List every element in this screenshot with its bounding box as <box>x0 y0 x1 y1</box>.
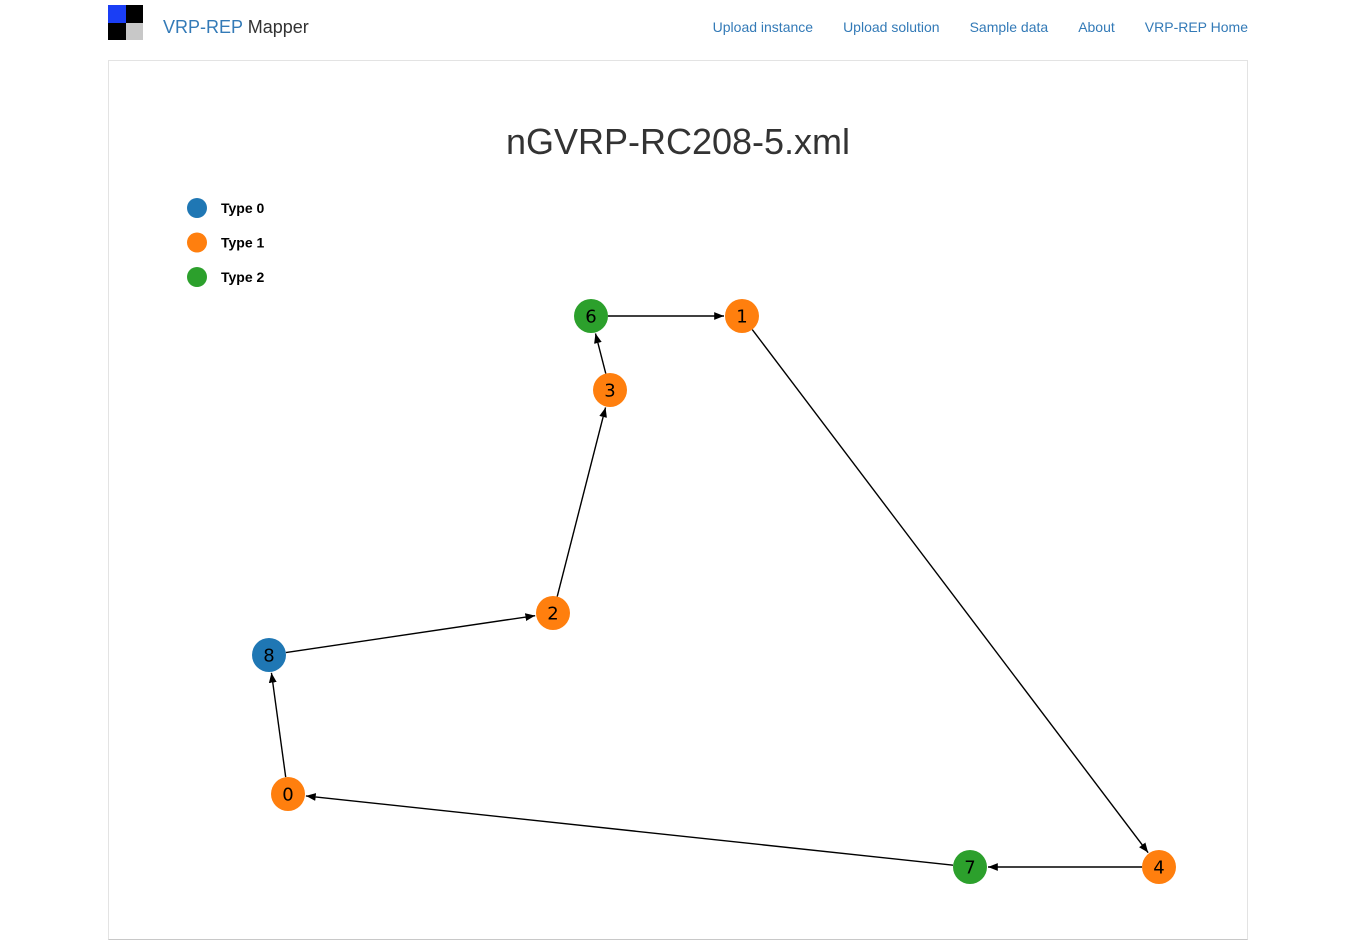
node-circle-0 <box>271 777 305 811</box>
legend-swatch-type-2 <box>187 267 207 287</box>
node-2[interactable]: 2 <box>536 596 570 630</box>
node-circle-8 <box>252 638 286 672</box>
edge-3-to-6 <box>594 333 607 374</box>
node-label-0: 0 <box>282 785 293 806</box>
brand-title[interactable]: VRP-REP Mapper <box>163 16 309 38</box>
logo-square-black-tr <box>125 5 143 23</box>
logo-square-black-bl <box>108 22 126 40</box>
nav-upload-instance[interactable]: Upload instance <box>712 19 814 35</box>
node-circle-3 <box>593 373 627 407</box>
node-4[interactable]: 4 <box>1142 850 1176 884</box>
node-circle-4 <box>1142 850 1176 884</box>
brand-vrp-rep: VRP-REP <box>163 17 243 37</box>
legend-swatch-type-0 <box>187 198 207 218</box>
vrp-rep-logo[interactable] <box>108 5 143 40</box>
edge-0-to-8 <box>268 672 287 778</box>
node-8[interactable]: 8 <box>252 638 286 672</box>
node-circle-1 <box>725 299 759 333</box>
nav-upload-solution[interactable]: Upload solution <box>843 19 940 35</box>
node-0[interactable]: 0 <box>271 777 305 811</box>
nav-vrp-rep-home[interactable]: VRP-REP Home <box>1144 19 1248 35</box>
legend-label-type-0: Type 0 <box>221 200 265 216</box>
node-label-4: 4 <box>1153 858 1164 879</box>
route-nodes: 0 1 2 3 4 6 7 8 <box>252 299 1176 884</box>
edge-2-to-3 <box>556 407 607 597</box>
navbar: VRP-REP Mapper Upload instance Upload so… <box>0 0 1356 54</box>
node-circle-2 <box>536 596 570 630</box>
edge-7-to-0 <box>305 793 954 866</box>
node-label-7: 7 <box>964 858 975 879</box>
legend-label-type-1: Type 1 <box>221 235 265 251</box>
node-6[interactable]: 6 <box>574 299 608 333</box>
edge-8-to-2 <box>285 613 536 654</box>
node-circle-6 <box>574 299 608 333</box>
logo-square-blue <box>108 5 126 23</box>
node-3[interactable]: 3 <box>593 373 627 407</box>
nav-sample-data[interactable]: Sample data <box>969 19 1049 35</box>
node-circle-7 <box>953 850 987 884</box>
logo-square-grey <box>125 22 143 40</box>
node-label-6: 6 <box>585 307 596 328</box>
edge-1-to-4 <box>751 329 1149 854</box>
brand-mapper: Mapper <box>242 17 309 37</box>
route-edges <box>268 312 1149 871</box>
node-label-1: 1 <box>736 307 747 328</box>
legend-swatch-type-1 <box>187 232 207 253</box>
legend: Type 0 Type 1 Type 2 <box>187 198 265 287</box>
node-7[interactable]: 7 <box>953 850 987 884</box>
page-title: nGVRP-RC208-5.xml <box>505 121 851 162</box>
node-label-8: 8 <box>263 646 274 667</box>
node-1[interactable]: 1 <box>725 299 759 333</box>
nav-links: Upload instance Upload solution Sample d… <box>713 18 1248 36</box>
node-label-2: 2 <box>547 604 558 625</box>
node-label-3: 3 <box>604 381 615 402</box>
legend-label-type-2: Type 2 <box>221 269 265 285</box>
nav-about[interactable]: About <box>1078 19 1115 35</box>
